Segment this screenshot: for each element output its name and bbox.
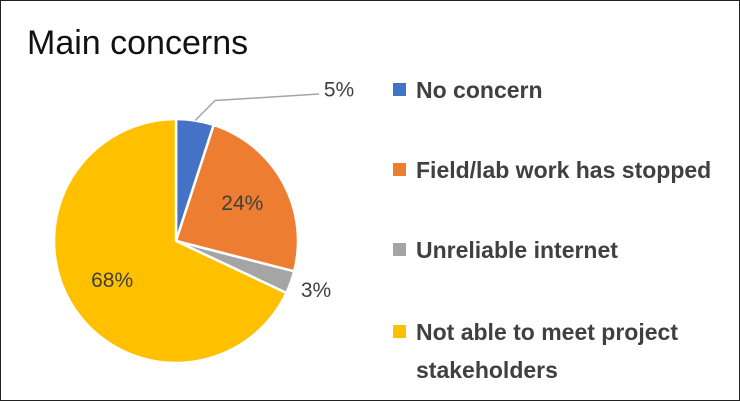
legend-label: No concern	[416, 77, 543, 103]
legend-swatch	[393, 243, 406, 256]
legend-item: Unreliable internet	[393, 231, 733, 269]
chart-title: Main concerns	[27, 24, 248, 62]
legend-swatch	[393, 163, 406, 176]
legend-label: Not able to meet project stakeholders	[416, 319, 678, 383]
data-label: 5%	[324, 79, 354, 102]
legend-item: No concern	[393, 71, 733, 109]
pie-slice	[52, 117, 289, 365]
legend-label: Unreliable internet	[416, 237, 618, 263]
legend-swatch	[393, 83, 406, 96]
legend-item: Not able to meet project stakeholders	[393, 313, 733, 389]
data-label: 68%	[91, 269, 133, 292]
pie-slice	[174, 123, 300, 273]
data-label: 24%	[221, 192, 263, 215]
legend-item: Field/lab work has stopped	[393, 151, 733, 189]
leader-line	[194, 93, 320, 122]
data-label: 3%	[301, 279, 331, 302]
legend-swatch	[393, 325, 406, 338]
legend-label: Field/lab work has stopped	[416, 157, 712, 183]
